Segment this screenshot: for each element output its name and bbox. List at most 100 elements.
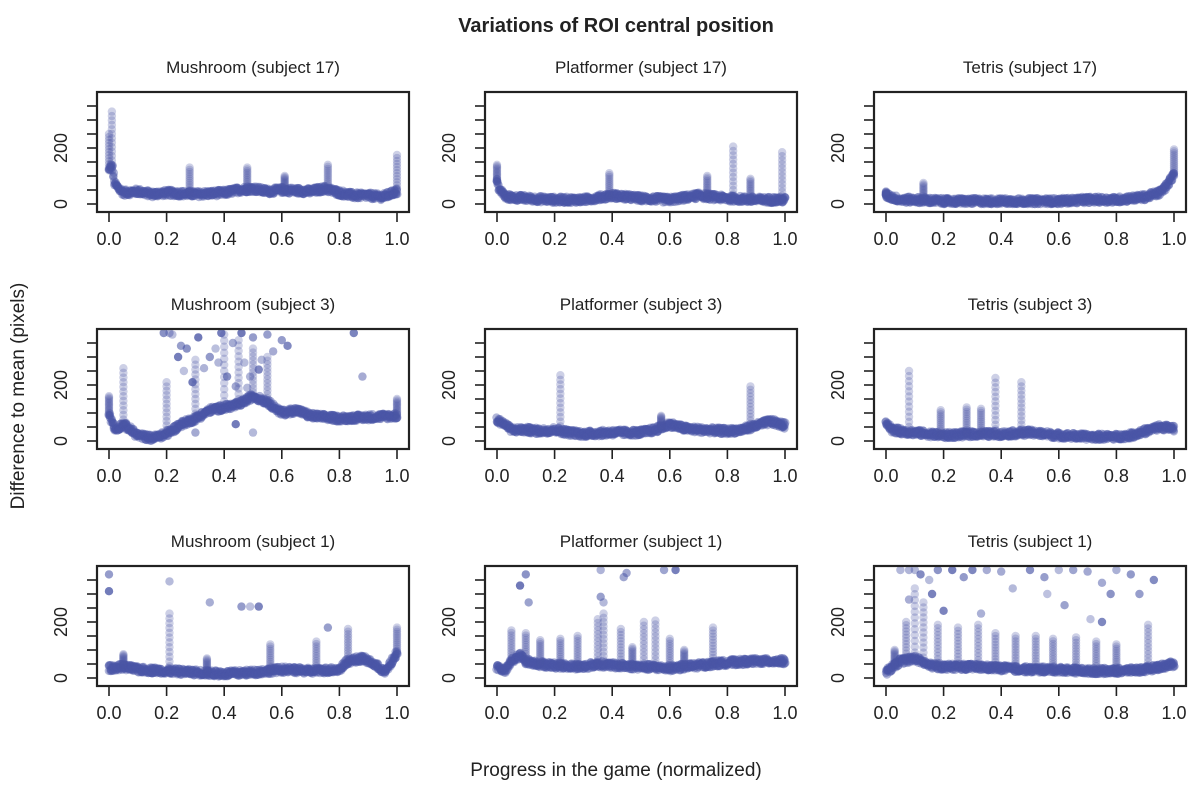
data-point [780,420,790,430]
data-point [153,192,162,201]
data-point [133,189,142,198]
data-point [129,186,138,195]
data-point [358,372,367,381]
data-point [109,168,119,178]
data-point [124,188,134,198]
data-point [119,364,128,373]
data-point [113,182,122,191]
data-point [122,187,132,197]
data-point [106,166,115,175]
data-point [147,191,156,200]
data-point [164,186,174,196]
data-point [143,186,152,196]
data-point [128,186,138,195]
x-tick-label: 0.8 [715,229,740,249]
data-point [492,160,502,169]
data-point [248,333,258,342]
data-point [163,186,173,196]
data-point [165,187,175,197]
data-point [144,186,153,195]
data-point [155,188,164,197]
y-tick-label: 200 [828,133,848,163]
data-point [194,333,203,342]
data-point [139,186,149,196]
data-point [176,190,185,200]
x-tick-label: 0.2 [154,229,179,249]
data-point [174,192,183,201]
scatter-points [881,366,1179,444]
data-point [151,190,161,200]
data-point [171,190,180,199]
data-point [139,187,148,196]
data-point [179,190,189,199]
y-tick-label: 200 [439,370,459,400]
data-point [166,189,175,198]
data-point [152,187,162,196]
data-point [138,189,148,199]
data-point [248,428,258,437]
scatter-points [492,371,790,442]
data-point [111,178,120,187]
data-point [168,425,177,434]
data-point [118,186,127,196]
y-axis-label: Difference to mean (pixels) [8,283,29,510]
data-point [142,188,151,197]
data-point [168,187,178,196]
y-tick-label: 0 [51,199,71,209]
data-point [105,165,114,174]
data-point [138,189,147,199]
data-point [119,188,129,198]
data-point [120,185,129,195]
data-point [392,394,402,404]
data-point [144,189,154,199]
data-point [136,190,145,199]
data-point [123,190,132,200]
x-tick-label: 1.0 [384,466,409,486]
data-point [149,191,159,200]
x-tick-label: 1.0 [772,466,797,486]
data-point [257,355,266,364]
data-point [131,187,141,196]
data-point [175,187,184,196]
data-point [141,189,150,198]
panel-title: Mushroom (subject 3) [171,295,335,314]
data-point [118,187,127,197]
data-point [112,181,122,191]
data-point [132,185,141,194]
data-point [146,190,155,200]
data-point [180,189,190,198]
data-point [703,171,712,181]
data-point [107,162,117,171]
data-point [228,338,238,348]
data-point [176,189,186,199]
data-point [122,190,132,199]
data-point [164,185,173,195]
panel-title: Tetris (subject 17) [963,58,1097,77]
data-point [166,185,176,195]
data-point [121,186,131,195]
x-tick-label: 0.4 [212,229,237,249]
data-point [240,358,249,367]
data-point [123,187,132,196]
data-point [138,189,147,198]
data-point [139,186,148,196]
data-point [191,428,200,437]
data-point [104,165,113,174]
data-point [605,169,614,178]
data-point [254,365,263,374]
data-point [109,172,118,182]
data-point [149,191,159,201]
x-tick-label: 0.6 [269,466,294,486]
data-point [881,187,891,196]
data-point [177,187,187,196]
x-tick-label: 0.8 [1104,229,1129,249]
data-point [152,191,161,201]
x-tick-label: 0.4 [212,466,237,486]
data-point [168,187,177,196]
data-point [152,187,161,197]
data-point [158,190,168,199]
